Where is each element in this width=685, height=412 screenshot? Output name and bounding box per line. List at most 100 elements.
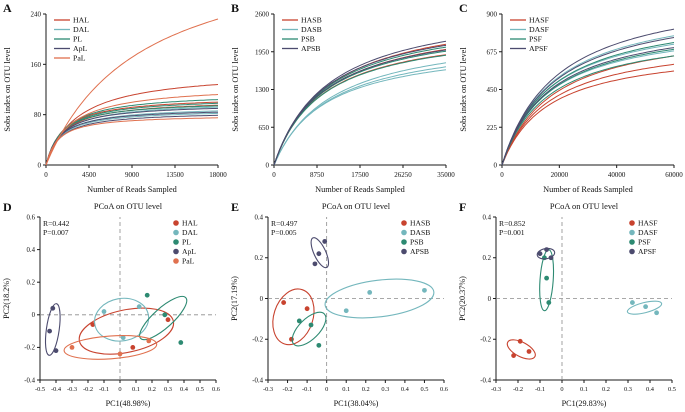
legend-dot-swatch xyxy=(173,248,179,255)
y-tick-label: -0.4 xyxy=(480,377,491,384)
sample-point xyxy=(630,300,635,305)
y-tick-label: 0.2 xyxy=(483,255,492,262)
sample-point xyxy=(146,338,152,344)
y-tick-label: 450 xyxy=(487,86,498,94)
x-tick-label: 8750 xyxy=(310,171,325,179)
panel-title: PCoA on OTU level xyxy=(550,202,619,211)
y-axis-label: PC2(17.19%) xyxy=(230,276,239,321)
rarefaction-curve xyxy=(273,49,447,166)
legend-dot-swatch xyxy=(629,229,635,236)
y-tick-label: 0.4 xyxy=(255,214,264,221)
pcoa-chart-e: PCoA on OTU level -0.3 -0.2 -0.1 0 0.1 0.2 0.3 0… xyxy=(230,200,448,408)
legend-label: DAL xyxy=(73,25,89,34)
x-tick-label: -0.2 xyxy=(83,386,93,393)
sample-point xyxy=(537,251,543,257)
legend-dot-swatch xyxy=(173,220,179,226)
sample-point xyxy=(165,317,171,323)
x-tick-label: 0.1 xyxy=(580,386,588,393)
sample-point xyxy=(544,247,549,252)
legend-dot-swatch xyxy=(173,258,179,264)
rarefaction-curve xyxy=(45,114,219,166)
pcoa-row: PCoA on OTU level -0.5 -0.4 -0.3 -0.2 -0.1 0 0.… xyxy=(0,199,685,412)
panel-f-pcoa: PCoA on OTU level -0.3 -0.2 -0.1 0 0.1 0.2 0.3 0… xyxy=(456,199,684,412)
sample-point xyxy=(136,304,142,310)
sample-point xyxy=(304,306,310,312)
y-tick-label: -0.2 xyxy=(24,345,35,352)
rarefaction-curve xyxy=(45,112,219,166)
rarefaction-chart-c: 0 20000 40000 60000 0 225 450 675 900 Number of R… xyxy=(459,1,683,194)
sample-point xyxy=(117,351,123,357)
y-tick-label: 0 xyxy=(38,162,42,170)
rarefaction-curve xyxy=(273,69,447,166)
group-ellipse xyxy=(291,311,327,347)
legend-label: DASB xyxy=(410,228,430,237)
x-tick-label: -0.4 xyxy=(51,386,62,393)
group-ellipse xyxy=(310,237,330,269)
group-ellipse xyxy=(506,339,536,360)
legend-label: APSB xyxy=(410,247,429,256)
y-tick-label: -0.4 xyxy=(252,377,263,384)
x-tick-label: 0.6 xyxy=(440,386,448,393)
sample-point xyxy=(643,304,648,310)
y-tick-label: -0.4 xyxy=(24,377,35,384)
anosim-r-value: R=0.852 xyxy=(499,219,526,228)
sample-point xyxy=(289,336,294,342)
anosim-p-value: P=0.005 xyxy=(271,228,297,237)
legend-label: PL xyxy=(73,35,82,44)
legend-label: DAL xyxy=(182,228,198,237)
legend-label: DASF xyxy=(638,228,657,237)
x-tick-label: 0.3 xyxy=(164,386,172,393)
legend-label: PaL xyxy=(182,257,195,266)
sample-point xyxy=(316,342,322,348)
x-tick-label: 0.4 xyxy=(180,386,189,393)
legend-label: HAL xyxy=(182,219,198,228)
x-tick-label: 13500 xyxy=(166,171,184,179)
panel-letter: D xyxy=(3,200,12,214)
x-tick-label: 0 xyxy=(44,171,48,179)
rarefaction-curve xyxy=(501,37,675,166)
panel-letter: F xyxy=(459,200,466,214)
sample-point xyxy=(312,261,318,267)
sample-point xyxy=(178,340,184,345)
rarefaction-chart-a: 0 4500 9000 13500 18000 0 80 160 240 Number of Re… xyxy=(3,1,227,194)
x-tick-label: 20000 xyxy=(551,171,569,179)
group-ellipse xyxy=(626,300,663,315)
legend-dot-swatch xyxy=(401,239,407,245)
legend-label: APSF xyxy=(638,247,656,256)
x-tick-label: 0 xyxy=(325,386,328,393)
y-tick-label: -0.2 xyxy=(252,337,263,344)
group-ellipse xyxy=(324,278,435,319)
y-tick-label: 0 xyxy=(260,296,264,303)
y-tick-label: 0.4 xyxy=(27,247,36,254)
y-tick-label: 160 xyxy=(31,61,42,69)
legend-dot-swatch xyxy=(401,220,407,226)
sample-point xyxy=(511,353,516,358)
y-tick-label: 225 xyxy=(487,124,498,132)
legend-label: PaL xyxy=(73,54,86,63)
rarefaction-curve xyxy=(45,94,219,166)
x-tick-label: -0.5 xyxy=(35,386,45,393)
sample-point xyxy=(162,312,168,318)
y-axis-label: Sobs index on OTU level xyxy=(459,47,468,132)
x-tick-label: 0.5 xyxy=(668,386,676,393)
x-tick-label: 18000 xyxy=(209,171,227,179)
x-tick-label: -0.1 xyxy=(535,386,545,393)
sample-point xyxy=(47,328,52,334)
panel-title: PCoA on OTU level xyxy=(94,202,163,211)
rarefaction-curve xyxy=(45,84,219,166)
rarefaction-curve xyxy=(501,47,675,166)
y-axis-label: PC2(20.37%) xyxy=(458,276,467,321)
legend-label: PSF xyxy=(638,238,651,247)
sample-point xyxy=(422,287,427,293)
x-tick-label: 0.4 xyxy=(646,386,655,393)
x-tick-label: 0 xyxy=(118,386,121,393)
y-axis-label: Sobs index on OTU level xyxy=(3,47,12,132)
panel-b-rarefaction: 0 8750 17500 26250 35000 0 650 1300 1950 2600 Numb… xyxy=(228,0,456,199)
legend-dot-swatch xyxy=(401,229,407,236)
x-tick-label: 0.3 xyxy=(381,386,389,393)
legend-label: ApL xyxy=(182,247,196,256)
rarefaction-curve xyxy=(45,107,219,166)
x-tick-label: 0.1 xyxy=(132,386,140,393)
rarefaction-curve xyxy=(501,55,675,166)
